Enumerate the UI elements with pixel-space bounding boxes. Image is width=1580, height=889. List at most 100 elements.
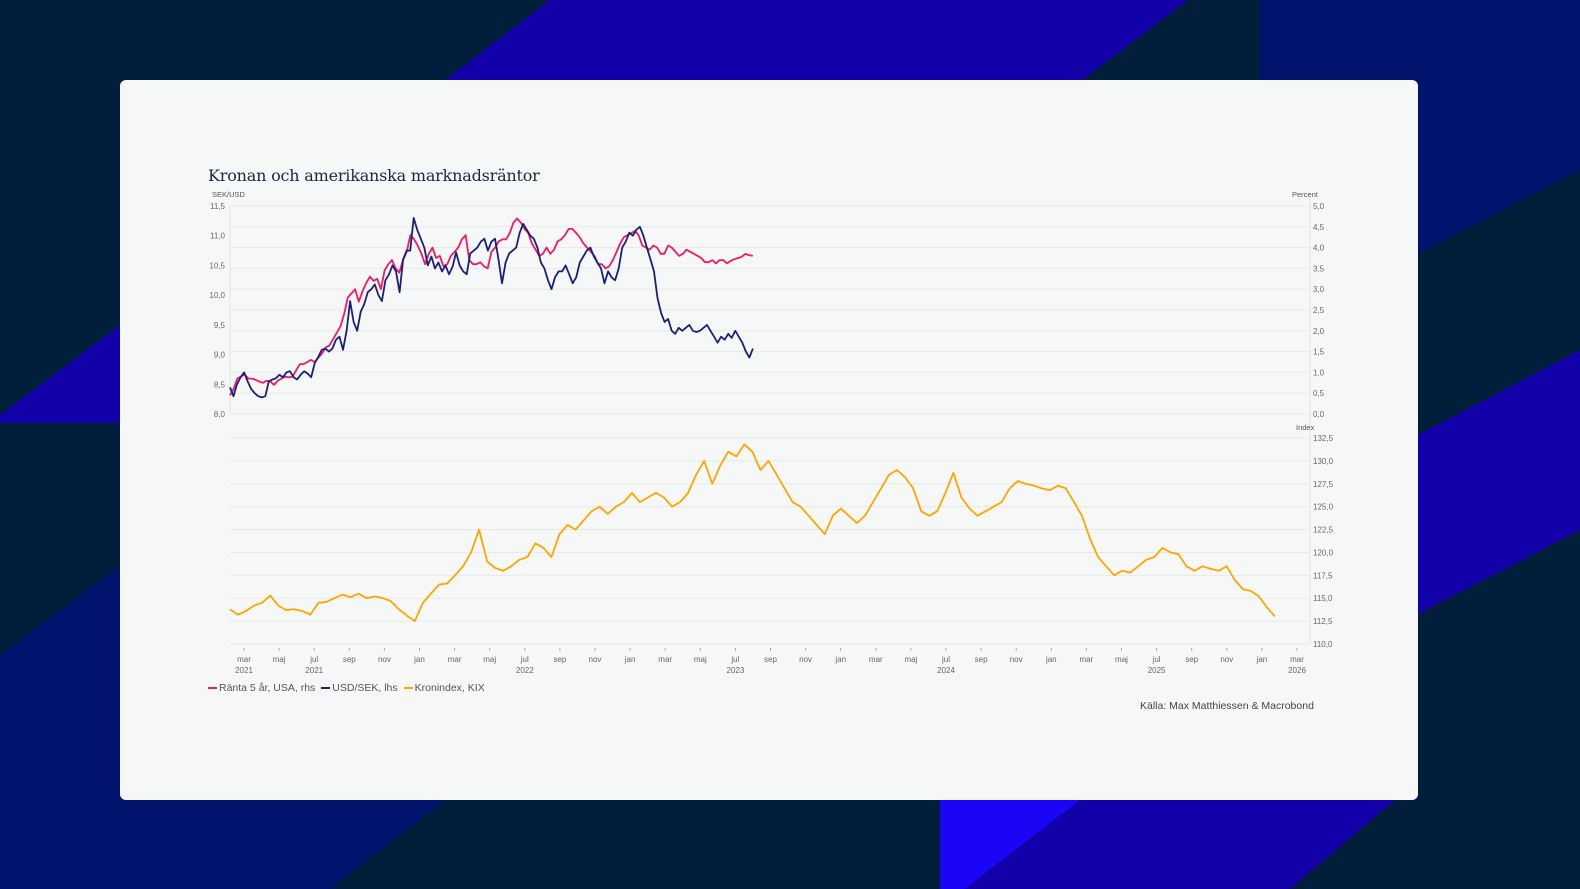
- legend-item-kix[interactable]: Kronindex, KIX: [403, 682, 485, 694]
- y-tick-label-right: 3,5: [1313, 264, 1325, 273]
- x-tick-label-month: mar: [448, 655, 462, 664]
- y-tick-label-right: 0,5: [1313, 389, 1325, 398]
- y-tick-label-left: 8,0: [214, 410, 226, 419]
- y-tick-label-left: 11,0: [210, 232, 226, 241]
- y-tick-label-left: 11,5: [210, 202, 226, 211]
- right-y-ticks-index: 110,0 112,5 115,0 117,5 120,0 122,5 125,0 127,5…: [1313, 434, 1334, 649]
- x-tick-label-month: maj: [483, 655, 496, 664]
- background-band-left-1: [0, 325, 120, 423]
- line-usd-sek: [229, 216, 754, 399]
- top-panel-gridlines: [229, 198, 1311, 644]
- x-tick-label-month: sep: [975, 655, 988, 664]
- y-tick-label-right: 120,0: [1313, 548, 1334, 557]
- x-tick-label-month: maj: [904, 655, 917, 664]
- y-tick-label-right: 2,5: [1313, 306, 1325, 315]
- x-tick-label-month: jan: [624, 655, 636, 664]
- x-tick-label-year: 2024: [937, 666, 955, 675]
- y-tick-label-left: 10,5: [209, 261, 225, 270]
- y-tick-label-right: 2,0: [1313, 327, 1325, 336]
- x-tick-label-year: 2022: [516, 666, 534, 675]
- background-block-top-right: [1260, 0, 1580, 80]
- y-tick-label-right: 4,0: [1313, 244, 1325, 253]
- right-y-ticks-percent: 0,0 0,5 1,0 1,5 2,0 2,5 3,0 3,5 4,0 4,5 5,0: [1313, 202, 1325, 419]
- x-tick-label-year: 2025: [1148, 666, 1166, 675]
- x-tick-label-year: 2023: [727, 666, 745, 675]
- x-axis-ticks: mar 2021 maj jul 2021 sep nov jan mar maj jul 2022 s…: [235, 648, 1306, 675]
- y-tick-label-right: 132,5: [1313, 434, 1334, 443]
- series-lines: [229, 216, 1276, 622]
- x-tick-label-month: jul: [1152, 655, 1161, 664]
- left-axis-title: SEK/USD: [212, 190, 246, 199]
- background-band-bottom-left: [120, 800, 445, 889]
- x-tick-label-month: sep: [764, 655, 777, 664]
- source-note: Källa: Max Matthiessen & Macrobond: [1140, 700, 1314, 712]
- x-tick-label-month: jan: [1045, 655, 1057, 664]
- x-tick-label-month: maj: [694, 655, 707, 664]
- legend-swatch-kix: [403, 687, 413, 689]
- left-y-ticks: 8,0 8,5 9,0 9,5 10,0 10,5 11,0 11,5: [209, 202, 225, 419]
- y-tick-label-right: 0,0: [1313, 410, 1325, 419]
- background-band-right-1: [1418, 80, 1580, 254]
- legend-item-rate[interactable]: Ränta 5 år, USA, rhs: [208, 682, 315, 694]
- x-tick-label-month: nov: [1010, 655, 1023, 664]
- x-tick-label-month: jul: [309, 655, 318, 664]
- legend-label-kix: Kronindex, KIX: [414, 682, 485, 694]
- x-tick-label-month: jan: [834, 655, 846, 664]
- x-tick-label-month: jan: [1256, 655, 1268, 664]
- x-tick-label-month: maj: [273, 655, 286, 664]
- x-tick-label-month: jul: [730, 655, 739, 664]
- y-tick-label-right: 112,5: [1313, 617, 1333, 626]
- legend-label-rate: Ränta 5 år, USA, rhs: [219, 682, 316, 694]
- right-axis-title-percent: Percent: [1292, 190, 1319, 199]
- y-tick-label-left: 9,5: [214, 321, 226, 330]
- y-tick-label-right: 1,5: [1313, 348, 1325, 357]
- chart-title: Kronan och amerikanska marknadsräntor: [208, 166, 540, 185]
- legend-item-usdsek[interactable]: USD/SEK, lhs: [321, 682, 398, 694]
- chart-card: [120, 80, 1418, 800]
- legend-swatch-usdsek: [321, 687, 331, 689]
- legend: Ränta 5 år, USA, rhs USD/SEK, lhs Kronin…: [208, 682, 485, 694]
- y-tick-label-right: 110,0: [1313, 640, 1333, 649]
- x-tick-label-month: mar: [658, 655, 672, 664]
- x-tick-label-month: mar: [869, 655, 883, 664]
- y-tick-label-right: 115,0: [1313, 594, 1333, 603]
- y-tick-label-right: 125,0: [1313, 503, 1334, 512]
- y-tick-label-left: 8,5: [214, 380, 226, 389]
- x-tick-label-month: jan: [413, 655, 425, 664]
- x-tick-label-month: mar: [237, 655, 251, 664]
- y-tick-label-right: 3,0: [1313, 285, 1325, 294]
- x-tick-label-month: mar: [1080, 655, 1094, 664]
- x-tick-label-month: nov: [378, 655, 391, 664]
- y-tick-label-right: 122,5: [1313, 526, 1334, 535]
- x-tick-label-month: sep: [1185, 655, 1198, 664]
- background-band-top: [445, 0, 1188, 80]
- y-tick-label-right: 117,5: [1313, 571, 1333, 580]
- legend-swatch-rate: [208, 687, 217, 689]
- legend-label-usdsek: USD/SEK, lhs: [332, 682, 398, 694]
- right-axis-title-index: Index: [1296, 423, 1315, 432]
- bottom-panel-gridlines: [230, 437, 1310, 645]
- line-rate-5y-usa: [229, 217, 753, 396]
- x-tick-label-year: 2021: [305, 666, 323, 675]
- x-tick-label-year: 2021: [235, 666, 253, 675]
- line-kix: [229, 443, 1276, 622]
- x-tick-label-month: sep: [553, 655, 566, 664]
- x-tick-label-month: nov: [1220, 655, 1233, 664]
- x-tick-label-month: nov: [589, 655, 602, 664]
- background-band-bottom-bright: [940, 800, 1080, 889]
- x-tick-label-month: nov: [799, 655, 812, 664]
- y-tick-label-right: 1,0: [1313, 368, 1325, 377]
- background-band-right-2: [1418, 350, 1580, 614]
- x-tick-label-year: 2026: [1288, 666, 1306, 675]
- background-band-left-2: [0, 566, 120, 889]
- background-band-bottom-violet: [965, 800, 1395, 889]
- y-tick-label-right: 130,0: [1313, 457, 1334, 466]
- y-tick-label-right: 127,5: [1313, 480, 1334, 489]
- x-tick-label-month: jul: [520, 655, 529, 664]
- y-tick-label-right: 4,5: [1313, 223, 1325, 232]
- x-tick-label-month: maj: [1115, 655, 1128, 664]
- y-tick-label-left: 9,0: [214, 351, 226, 360]
- x-tick-label-month: jul: [941, 655, 950, 664]
- y-tick-label-left: 10,0: [209, 291, 225, 300]
